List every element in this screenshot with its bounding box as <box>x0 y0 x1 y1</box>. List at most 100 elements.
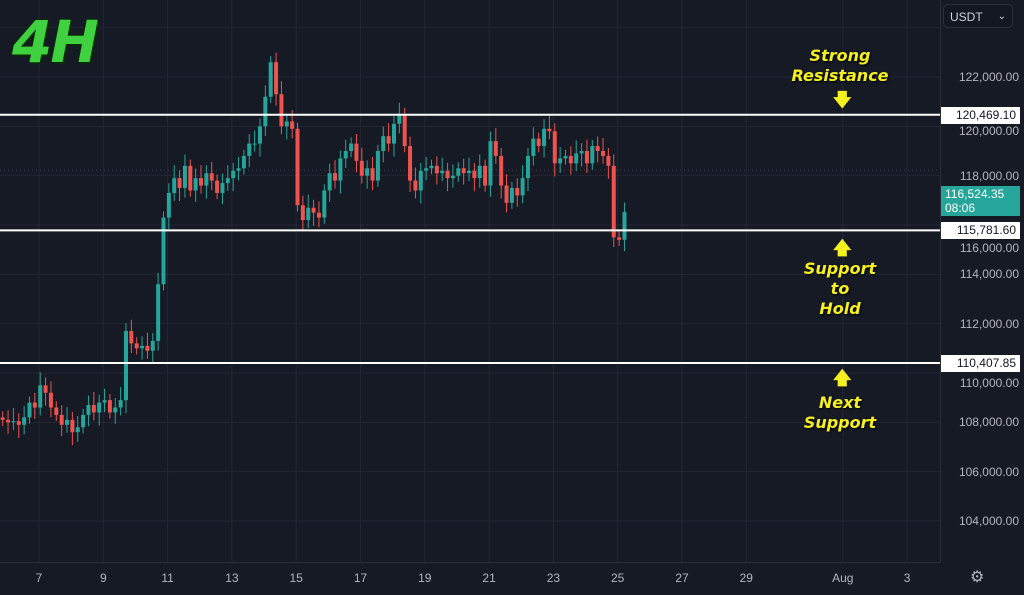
candle-body <box>59 414 64 425</box>
candle-body <box>333 173 338 181</box>
candle-body <box>300 205 305 221</box>
candle-body <box>536 138 541 147</box>
price-axis[interactable]: 122,000.00 120,000.00 118,000.00 116,000.00… <box>940 0 1024 562</box>
candle-body <box>279 94 284 127</box>
candle-body <box>558 158 563 164</box>
candle-body <box>413 180 418 191</box>
candle-body <box>134 343 139 349</box>
candle-body <box>370 168 375 181</box>
candle-body <box>48 392 53 408</box>
annotation-line: to <box>830 279 850 298</box>
candle-body <box>123 331 128 401</box>
chevron-down-icon: ⌄ <box>997 11 1006 22</box>
candle-body <box>75 427 80 433</box>
candle-body <box>70 419 75 433</box>
candle-body <box>467 170 472 174</box>
candle-body <box>493 141 498 156</box>
candle-body <box>391 123 396 144</box>
time-tick-label: 3 <box>903 571 911 585</box>
candle-body <box>32 402 37 408</box>
candle-body <box>606 155 611 166</box>
candle-body <box>381 136 386 152</box>
candle-body <box>241 155 246 169</box>
annotation-line: Hold <box>819 299 861 318</box>
candle-body <box>590 146 595 164</box>
candle-body <box>311 207 316 213</box>
annotation-line: Support <box>803 259 877 278</box>
time-tick-label: 13 <box>225 571 239 585</box>
arrow-up-icon: 🡅 <box>833 368 852 389</box>
candle-body <box>6 419 11 423</box>
candle-body <box>140 345 145 349</box>
candle-body <box>188 165 193 191</box>
candle-body <box>450 175 455 179</box>
candle-body <box>172 178 177 193</box>
candle-body <box>102 400 107 403</box>
candle-body <box>461 168 466 174</box>
candle-body <box>354 143 359 161</box>
arrow-down-icon: 🡇 <box>833 90 852 111</box>
candle-body <box>284 121 289 127</box>
candle-body <box>199 178 204 186</box>
price-tick-label: 106,000.00 <box>958 464 1019 479</box>
candle-body <box>525 155 530 179</box>
candle-body <box>86 405 91 415</box>
candle-body <box>118 400 123 408</box>
candle-body <box>11 421 16 423</box>
candle-body <box>150 340 155 351</box>
time-tick-label: 7 <box>35 571 43 585</box>
candle-body <box>263 96 268 127</box>
candle-body <box>16 421 21 425</box>
price-tick-label: 114,000.00 <box>959 267 1019 282</box>
candle-body <box>477 165 482 179</box>
time-tick-label: 9 <box>99 571 107 585</box>
candle-body <box>107 400 112 413</box>
candle-body <box>563 155 568 159</box>
candle-body <box>43 385 48 393</box>
time-tick-label: 25 <box>611 571 625 585</box>
price-tick-label: 112,000.00 <box>959 316 1019 331</box>
candle-body <box>434 165 439 174</box>
candle-body <box>193 178 198 191</box>
candle-body <box>488 141 493 186</box>
current-price-value: 116,524.35 <box>945 187 1005 201</box>
candle-body <box>166 192 171 218</box>
price-tick-label: 116,000.00 <box>959 241 1019 255</box>
candle-body <box>0 417 5 420</box>
candle-body <box>209 173 214 181</box>
time-axis[interactable]: 7 9 11 13 15 17 19 21 23 25 27 29 Aug 3 <box>0 562 940 595</box>
time-tick-label: 15 <box>289 571 303 585</box>
price-chart[interactable] <box>0 0 940 562</box>
candle-body <box>365 168 370 176</box>
candle-body <box>220 183 225 193</box>
candle-body <box>65 419 70 425</box>
annotation-next-support: Next Support <box>770 393 910 433</box>
time-tick-label: 23 <box>546 571 561 585</box>
candle-body <box>177 178 182 189</box>
candle-body <box>542 128 547 147</box>
candle-body <box>456 168 461 176</box>
time-tick-label: 11 <box>161 571 174 585</box>
candle-body <box>38 385 43 408</box>
currency-selector[interactable]: USDT ⌄ <box>943 4 1013 28</box>
candle-body <box>445 170 450 179</box>
price-tick-label: 104,000.00 <box>958 514 1019 528</box>
candle-body <box>611 165 616 238</box>
candle-body <box>129 331 134 344</box>
price-tick-label: 110,000.00 <box>959 376 1019 390</box>
candle-body <box>156 284 161 341</box>
annotation-line: Next <box>818 393 862 412</box>
candle-body <box>27 402 32 418</box>
annotation-line: Support <box>803 413 877 432</box>
candle-body <box>568 155 573 164</box>
candle-body <box>349 143 354 152</box>
level-label-resistance: 120,469.10 <box>941 106 1020 124</box>
candle-body <box>601 151 606 156</box>
time-tick-label: 29 <box>739 571 753 585</box>
timeframe-label: 4H <box>12 8 99 76</box>
candle-body <box>322 190 327 218</box>
price-tick-label: 118,000.00 <box>959 168 1019 183</box>
annotation-support-to-hold: Support to Hold <box>770 259 910 319</box>
candle-body <box>386 136 391 144</box>
settings-gear-icon[interactable]: ⚙ <box>970 569 985 586</box>
